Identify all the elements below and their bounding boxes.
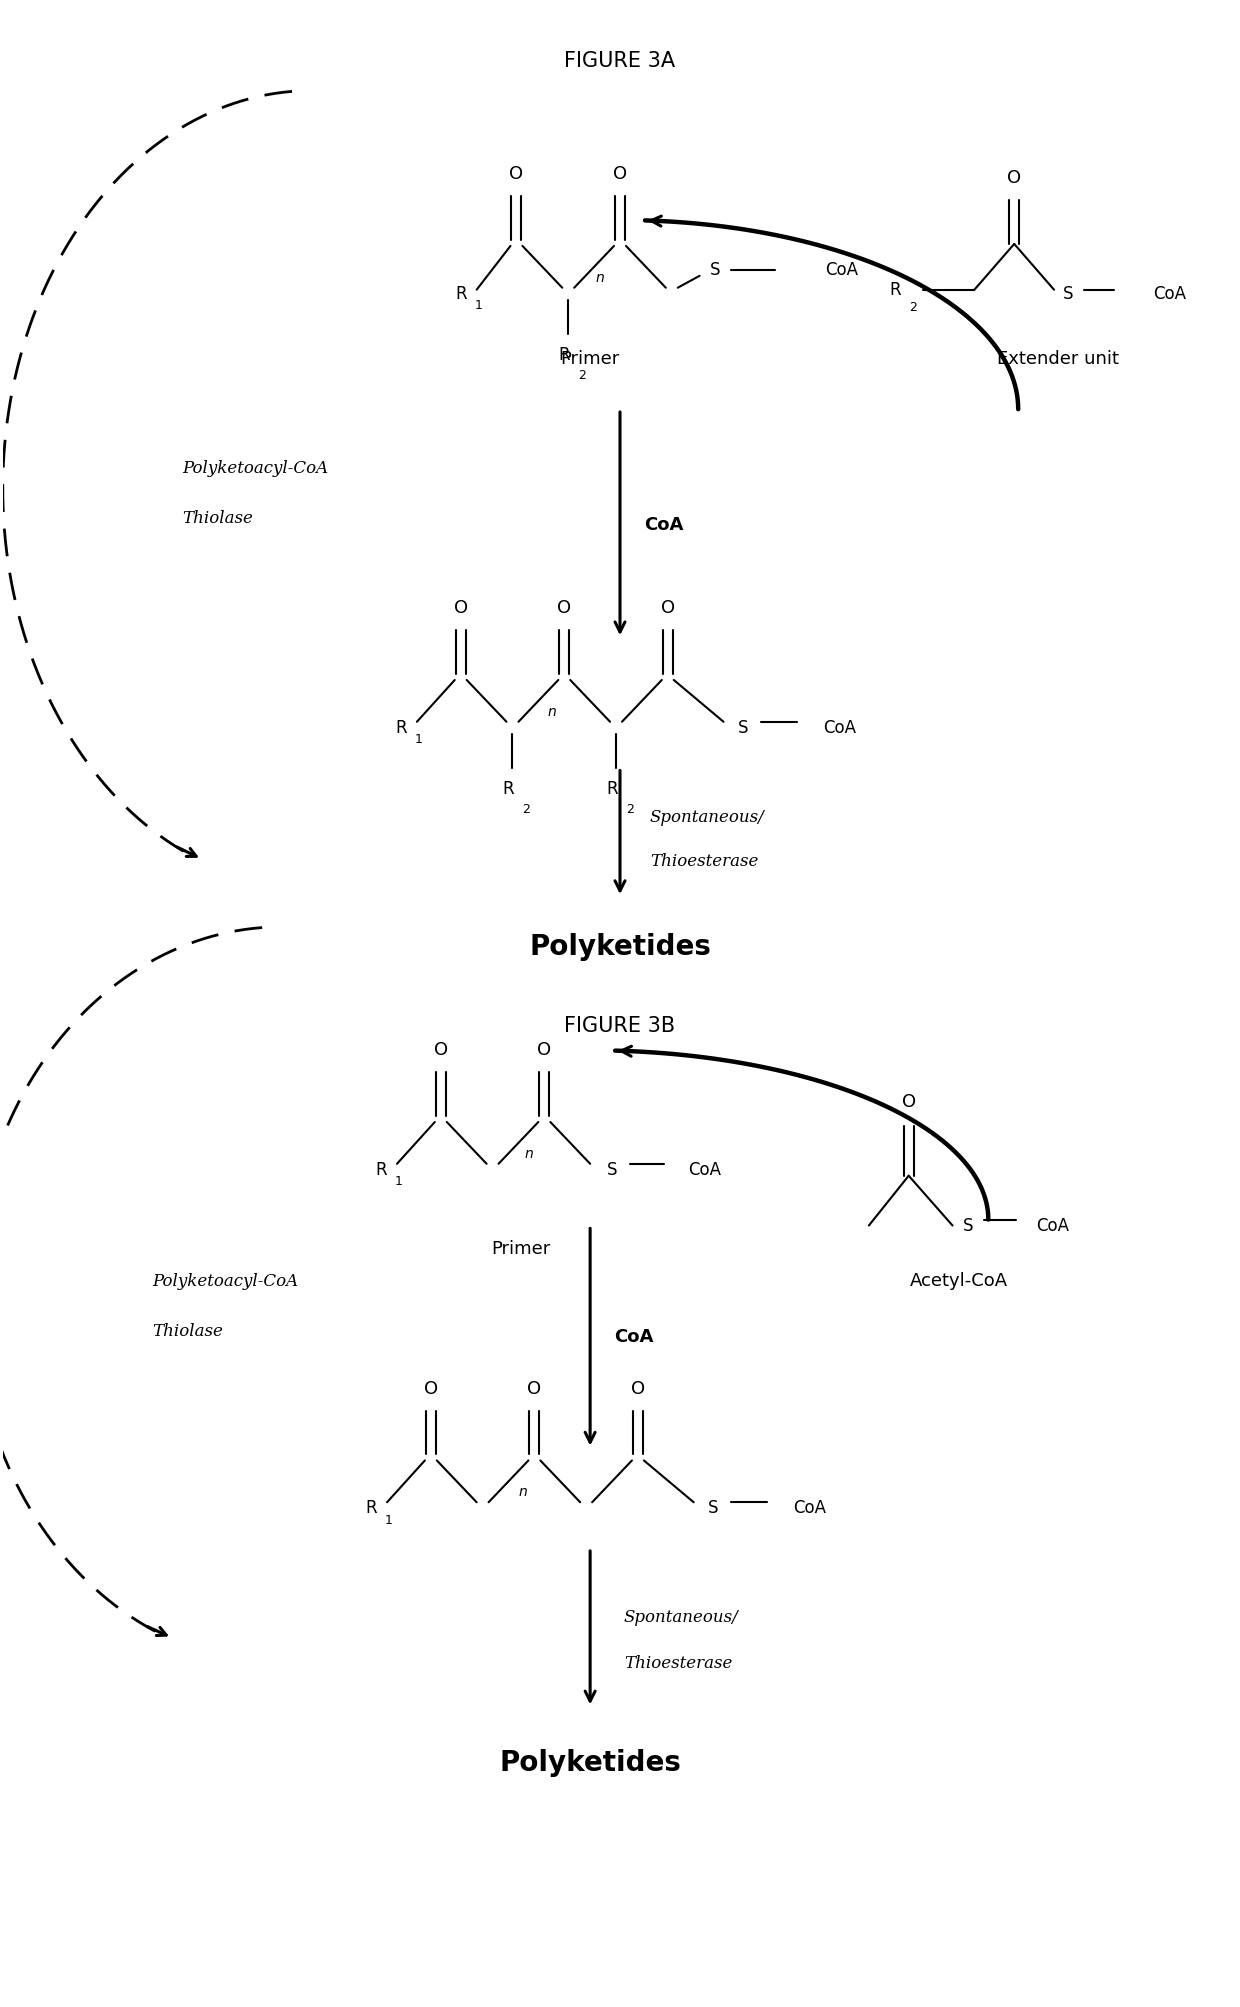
Text: O: O [527,1379,542,1397]
Text: Spontaneous/: Spontaneous/ [624,1610,739,1626]
Text: Acetyl-CoA: Acetyl-CoA [909,1272,1008,1291]
Text: 2: 2 [578,369,587,381]
Text: 2: 2 [909,301,916,315]
Text: Thioesterase: Thioesterase [624,1656,733,1672]
Text: FIGURE 3A: FIGURE 3A [564,50,676,70]
Text: O: O [434,1042,448,1060]
Text: O: O [1007,169,1022,187]
Text: S: S [606,1160,618,1178]
Text: R: R [558,347,570,365]
Text: S: S [708,1499,719,1517]
Text: 1: 1 [475,299,482,313]
Text: FIGURE 3B: FIGURE 3B [564,1016,676,1036]
Text: S: S [738,719,749,737]
Text: n: n [518,1485,527,1499]
Text: CoA: CoA [1153,285,1187,303]
Text: O: O [661,600,675,618]
Text: 2: 2 [522,803,531,817]
Text: Polyketoacyl-CoA: Polyketoacyl-CoA [153,1272,299,1291]
Text: R: R [455,285,466,303]
Text: O: O [510,165,523,183]
Text: O: O [631,1379,645,1397]
Text: CoA: CoA [1037,1216,1069,1234]
Text: R: R [366,1499,377,1517]
Text: 2: 2 [626,803,634,817]
Text: 1: 1 [415,733,423,747]
Text: CoA: CoA [794,1499,826,1517]
Text: Thiolase: Thiolase [153,1323,223,1339]
Text: O: O [901,1094,916,1112]
Text: Polyketoacyl-CoA: Polyketoacyl-CoA [182,460,329,478]
Text: Primer: Primer [560,351,620,369]
Text: CoA: CoA [825,261,858,279]
Text: R: R [502,781,515,799]
Text: n: n [548,704,557,719]
Text: Extender unit: Extender unit [997,351,1118,369]
Text: 1: 1 [396,1176,403,1188]
Text: O: O [613,165,627,183]
Text: Thiolase: Thiolase [182,510,253,528]
Text: R: R [606,781,618,799]
Text: R: R [889,281,900,299]
Text: CoA: CoA [688,1160,720,1178]
Text: 1: 1 [386,1513,393,1527]
Text: O: O [537,1042,552,1060]
Text: CoA: CoA [644,516,683,534]
Text: CoA: CoA [823,719,856,737]
Text: R: R [376,1160,387,1178]
Text: S: S [1063,285,1074,303]
Text: Thioesterase: Thioesterase [650,853,758,869]
Text: O: O [454,600,467,618]
Text: S: S [711,261,720,279]
Text: n: n [595,271,604,285]
Text: Polyketides: Polyketides [500,1748,681,1776]
Text: R: R [396,719,407,737]
Text: n: n [525,1146,533,1160]
Text: S: S [963,1216,973,1234]
Text: Spontaneous/: Spontaneous/ [650,809,765,825]
Text: Primer: Primer [491,1240,551,1258]
Text: Polyketides: Polyketides [529,933,711,961]
Text: CoA: CoA [614,1329,653,1347]
Text: O: O [424,1379,438,1397]
Text: O: O [557,600,572,618]
